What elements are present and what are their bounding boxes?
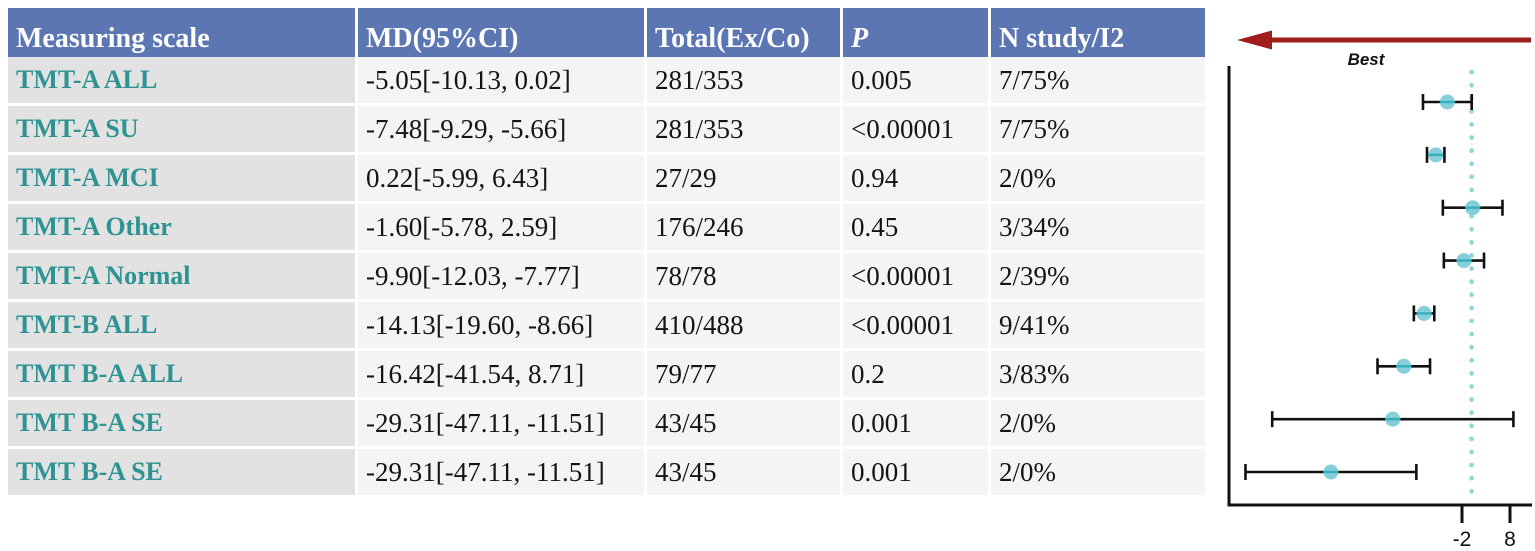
table-cell-md-ci: -29.31[-47.11, -11.51] xyxy=(358,400,644,446)
forest-plot: Best -2 8 xyxy=(1227,30,1532,551)
table-cell-md-ci: -16.42[-41.54, 8.71] xyxy=(358,351,644,397)
table-cell-md-ci: -1.60[-5.78, 2.59] xyxy=(358,204,644,250)
table-cell-n-study-i2: 9/41% xyxy=(991,302,1205,348)
table-cell-measuring-scale: TMT-A MCI xyxy=(8,155,355,201)
table-cell-md-ci: 0.22[-5.99, 6.43] xyxy=(358,155,644,201)
table-cell-measuring-scale: TMT-A Normal xyxy=(8,253,355,299)
table-cell-n-study-i2: 2/39% xyxy=(991,253,1205,299)
table-cell-n-study-i2: 2/0% xyxy=(991,400,1205,446)
table-cell-total: 43/45 xyxy=(647,400,840,446)
table-cell-n-study-i2: 2/0% xyxy=(991,449,1205,495)
table-cell-p-value: 0.001 xyxy=(843,400,988,446)
table-cell-total: 281/353 xyxy=(647,106,840,152)
table-cell-p-value: 0.45 xyxy=(843,204,988,250)
table-cell-measuring-scale: TMT-B ALL xyxy=(8,302,355,348)
table-cell-measuring-scale: TMT B-A ALL xyxy=(8,351,355,397)
table-cell-p-value: 0.001 xyxy=(843,449,988,495)
best-arrow-head-icon xyxy=(1237,30,1272,50)
table-cell-p-value: <0.00001 xyxy=(843,253,988,299)
table-cell-total: 410/488 xyxy=(647,302,840,348)
table-cell-total: 43/45 xyxy=(647,449,840,495)
table-cell-total: 281/353 xyxy=(647,57,840,103)
table-cell-n-study-i2: 7/75% xyxy=(991,57,1205,103)
table-cell-measuring-scale: TMT B-A SE xyxy=(8,400,355,446)
table-cell-md-ci: -29.31[-47.11, -11.51] xyxy=(358,449,644,495)
table-cell-md-ci: -5.05[-10.13, 0.02] xyxy=(358,57,644,103)
table-cell-measuring-scale: TMT-A SU xyxy=(8,106,355,152)
table-cell-measuring-scale: TMT-A ALL xyxy=(8,57,355,103)
results-table: Measuring scale MD(95%CI) Total(Ex/Co) P… xyxy=(8,8,1205,495)
table-cell-total: 78/78 xyxy=(647,253,840,299)
table-cell-n-study-i2: 7/75% xyxy=(991,106,1205,152)
table-cell-n-study-i2: 3/83% xyxy=(991,351,1205,397)
table-cell-p-value: 0.2 xyxy=(843,351,988,397)
table-cell-n-study-i2: 2/0% xyxy=(991,155,1205,201)
table-cell-p-value: <0.00001 xyxy=(843,106,988,152)
table-cell-md-ci: -9.90[-12.03, -7.77] xyxy=(358,253,644,299)
table-cell-total: 27/29 xyxy=(647,155,840,201)
table-cell-p-value: 0.005 xyxy=(843,57,988,103)
table-cell-p-value: 0.94 xyxy=(843,155,988,201)
table-cell-md-ci: -7.48[-9.29, -5.66] xyxy=(358,106,644,152)
table-cell-n-study-i2: 3/34% xyxy=(991,204,1205,250)
table-cell-measuring-scale: TMT B-A SE xyxy=(8,449,355,495)
table-cell-measuring-scale: TMT-A Other xyxy=(8,204,355,250)
x-axis-tick-label: 8 xyxy=(1504,528,1516,551)
table-cell-total: 176/246 xyxy=(647,204,840,250)
table-cell-md-ci: -14.13[-19.60, -8.66] xyxy=(358,302,644,348)
table-cell-total: 79/77 xyxy=(647,351,840,397)
best-arrow-label: Best xyxy=(1348,50,1386,69)
table-cell-p-value: <0.00001 xyxy=(843,302,988,348)
x-axis-tick-label: -2 xyxy=(1453,528,1472,551)
